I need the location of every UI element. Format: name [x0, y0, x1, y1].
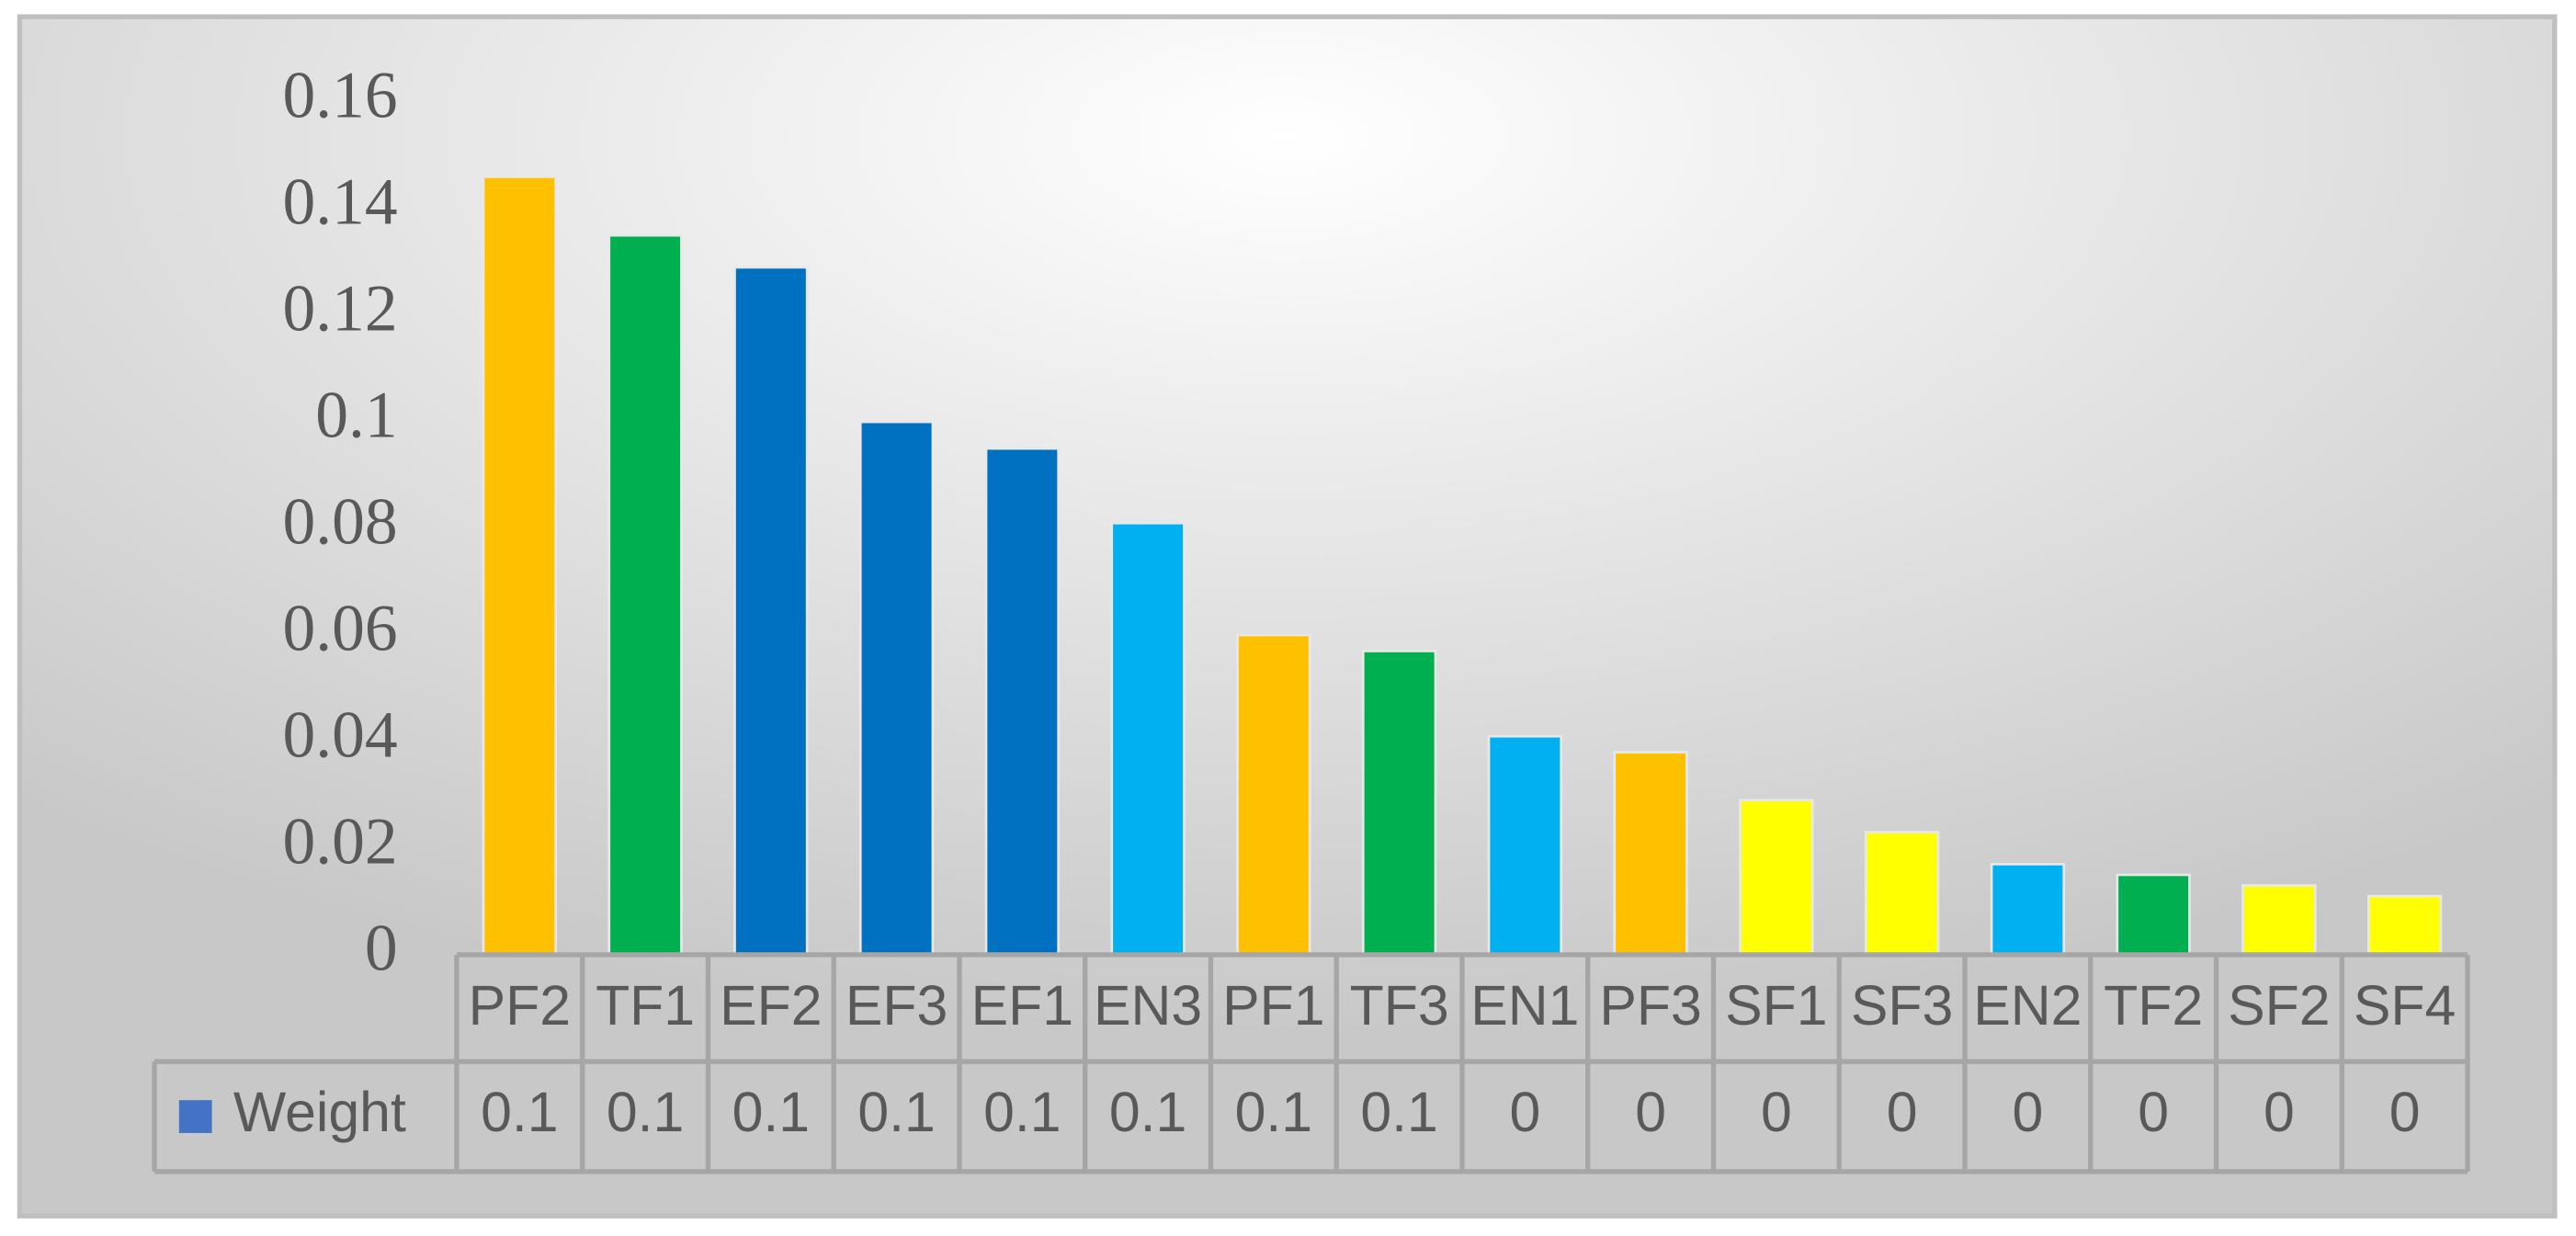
data-table-value: 0.1: [481, 1081, 558, 1143]
data-table-value: 0.1: [1109, 1081, 1186, 1143]
x-tick-label: EF2: [720, 974, 822, 1037]
bar: [2116, 873, 2191, 957]
data-table-value: 0: [2389, 1081, 2421, 1143]
x-tick-label: PF3: [1599, 974, 1701, 1037]
y-tick-label: 0.14: [282, 166, 397, 239]
y-tick-label: 0.16: [282, 60, 397, 132]
legend-label: Weight: [233, 1081, 406, 1143]
bar: [858, 420, 935, 957]
data-table-value: 0: [1761, 1081, 1792, 1143]
bar: [2241, 884, 2317, 957]
x-tick-label: EN3: [1094, 974, 1202, 1037]
bar: [1739, 799, 1814, 957]
x-tick-label: SF2: [2228, 974, 2330, 1037]
data-table-value: 0.1: [607, 1081, 684, 1143]
y-tick-label: 0.12: [282, 273, 397, 346]
x-tick-label: EN1: [1470, 974, 1579, 1037]
legend-swatch: [178, 1100, 212, 1133]
x-tick-label: EN2: [1973, 974, 2082, 1037]
data-table-value: 0: [2264, 1081, 2295, 1143]
x-tick-label: EF1: [971, 974, 1073, 1037]
data-table-value: 0: [2138, 1081, 2169, 1143]
bar: [1990, 863, 2066, 957]
bar: [1236, 633, 1311, 957]
y-tick-label: 0: [365, 912, 398, 984]
bar: [733, 266, 809, 957]
data-table-value: 0: [1509, 1081, 1540, 1143]
x-tick-label: PF1: [1222, 974, 1324, 1037]
data-table-value: 0: [2012, 1081, 2043, 1143]
x-tick-label: TF3: [1350, 974, 1449, 1037]
chart-background: [17, 14, 2558, 1219]
data-table-value: 0.1: [1360, 1081, 1437, 1143]
bar: [607, 233, 683, 957]
x-tick-label: SF3: [1851, 974, 1953, 1037]
y-tick-label: 0.1: [315, 380, 397, 452]
bar: [1487, 734, 1563, 957]
y-tick-label: 0.02: [282, 805, 397, 878]
bar: [482, 176, 558, 957]
x-tick-label: EF3: [845, 974, 948, 1037]
x-tick-label: TF2: [2104, 974, 2203, 1037]
y-tick-label: 0.06: [282, 592, 397, 664]
data-table-value: 0.1: [857, 1081, 935, 1143]
data-table-value: 0: [1635, 1081, 1666, 1143]
bar: [2366, 894, 2443, 957]
x-tick-label: SF4: [2354, 974, 2456, 1037]
data-table-value: 0.1: [1235, 1081, 1312, 1143]
data-table-value: 0.1: [732, 1081, 810, 1143]
bar: [1864, 831, 1940, 957]
data-table-value: 0.1: [983, 1081, 1061, 1143]
x-tick-label: TF1: [596, 974, 695, 1037]
data-table-value: 0: [1887, 1081, 1918, 1143]
x-tick-label: SF1: [1725, 974, 1827, 1037]
y-tick-label: 0.04: [282, 698, 397, 771]
bar: [1361, 650, 1437, 957]
bar: [984, 447, 1061, 957]
bar: [1110, 521, 1186, 957]
y-tick-label: 0.08: [282, 485, 397, 558]
bar: [1613, 751, 1688, 957]
x-tick-label: PF2: [469, 974, 571, 1037]
